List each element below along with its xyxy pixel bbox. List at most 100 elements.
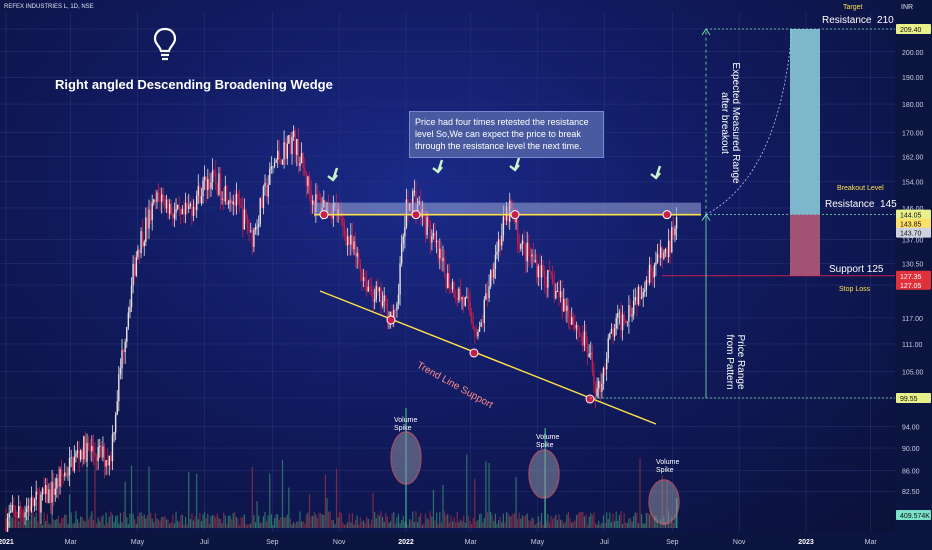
- volume-bar: [623, 513, 625, 528]
- volume-bar: [177, 520, 179, 528]
- volume-bar: [64, 514, 66, 528]
- volume-bar: [586, 524, 589, 528]
- volume-bar: [324, 474, 326, 528]
- volume-bar: [59, 523, 61, 528]
- candle-body: [211, 170, 214, 183]
- volume-bar: [529, 520, 531, 528]
- candle-body: [251, 230, 254, 247]
- candle-body: [497, 239, 500, 252]
- candle-body: [126, 327, 128, 343]
- candle-body: [674, 228, 676, 236]
- volume-bar: [590, 513, 592, 528]
- volume-bar: [26, 516, 28, 528]
- price-tick-label: 180.00: [902, 102, 924, 109]
- volume-bar: [320, 513, 322, 528]
- trend-line: [319, 290, 657, 425]
- candle-body: [165, 199, 168, 209]
- expected-range-arrowhead: [701, 28, 711, 36]
- volume-bar: [251, 466, 253, 528]
- volume-bar: [118, 523, 120, 528]
- candle-body: [658, 254, 660, 258]
- candle-body: [610, 329, 613, 334]
- volume-bar: [202, 514, 204, 528]
- candle-body: [663, 252, 665, 259]
- candle-body: [113, 432, 115, 435]
- candle-body: [399, 263, 401, 295]
- volume-bar: [129, 513, 131, 528]
- candle-body: [628, 305, 630, 322]
- volume-bar: [397, 513, 400, 528]
- candle-body: [489, 270, 492, 287]
- candle-body: [596, 388, 598, 397]
- volume-bar: [391, 513, 393, 528]
- candle-body: [661, 247, 663, 259]
- candle-body: [590, 353, 592, 354]
- candle-body: [194, 206, 196, 211]
- candle-body: [173, 213, 176, 219]
- candle-body: [89, 446, 91, 452]
- volume-bar: [434, 520, 436, 528]
- volume-bar: [221, 523, 223, 528]
- candle-body: [404, 227, 406, 237]
- volume-bar: [428, 519, 430, 528]
- candle-body: [108, 455, 110, 466]
- volume-bar: [478, 514, 481, 528]
- volume-bar: [261, 522, 263, 528]
- candle-body: [146, 217, 149, 229]
- volume-bar: [345, 524, 347, 528]
- candle-body: [636, 297, 638, 305]
- volume-bar: [509, 516, 511, 528]
- candle-body: [124, 342, 126, 353]
- volume-bar: [35, 512, 37, 528]
- volume-bar: [540, 513, 543, 528]
- candle-body: [291, 136, 293, 155]
- candle-body: [57, 478, 60, 487]
- volume-bar: [528, 520, 530, 528]
- candle-body: [235, 193, 238, 206]
- candle-body: [216, 184, 219, 195]
- volume-bar: [70, 512, 72, 528]
- volume-bar: [19, 512, 21, 528]
- volume-bar: [463, 515, 465, 528]
- volume-bar: [280, 516, 282, 528]
- volume-bar: [464, 522, 466, 528]
- price-axis-bg: [895, 0, 932, 532]
- volume-bar: [563, 523, 565, 528]
- price-tick-label: 111.00: [902, 342, 922, 349]
- resistance-145-label: Resistance 145: [825, 199, 897, 210]
- volume-bar: [150, 512, 152, 528]
- candle-body: [296, 138, 298, 155]
- candle-body: [369, 286, 371, 289]
- volume-bar: [520, 518, 522, 528]
- candle-body: [448, 273, 451, 289]
- candle-body: [563, 298, 565, 312]
- volume-bar: [583, 516, 586, 528]
- volume-bar: [552, 518, 554, 528]
- volume-bar: [34, 516, 36, 528]
- volume-bar: [18, 521, 20, 528]
- candle-body: [626, 321, 629, 323]
- candle-body: [33, 499, 36, 506]
- volume-bar: [426, 518, 428, 528]
- volume-bar: [537, 516, 539, 528]
- candle-body: [532, 254, 535, 262]
- volume-bar: [521, 515, 524, 528]
- volume-bar: [285, 517, 287, 528]
- volume-bar: [153, 522, 155, 528]
- volume-bar: [647, 513, 649, 528]
- candle-body: [639, 287, 641, 299]
- candle-body: [67, 474, 69, 476]
- volume-bar: [343, 524, 346, 528]
- candle-body: [373, 299, 376, 302]
- volume-bar: [448, 522, 450, 528]
- volume-bar: [385, 513, 387, 528]
- volume-bar: [76, 519, 79, 528]
- candle-body: [434, 232, 436, 243]
- volume-bar: [561, 520, 563, 528]
- volume-bar: [609, 512, 611, 528]
- volume-bar: [437, 523, 439, 528]
- volume-bar: [504, 522, 506, 528]
- candle-body: [536, 260, 538, 278]
- volume-bar: [652, 517, 654, 528]
- volume-bar: [270, 514, 272, 528]
